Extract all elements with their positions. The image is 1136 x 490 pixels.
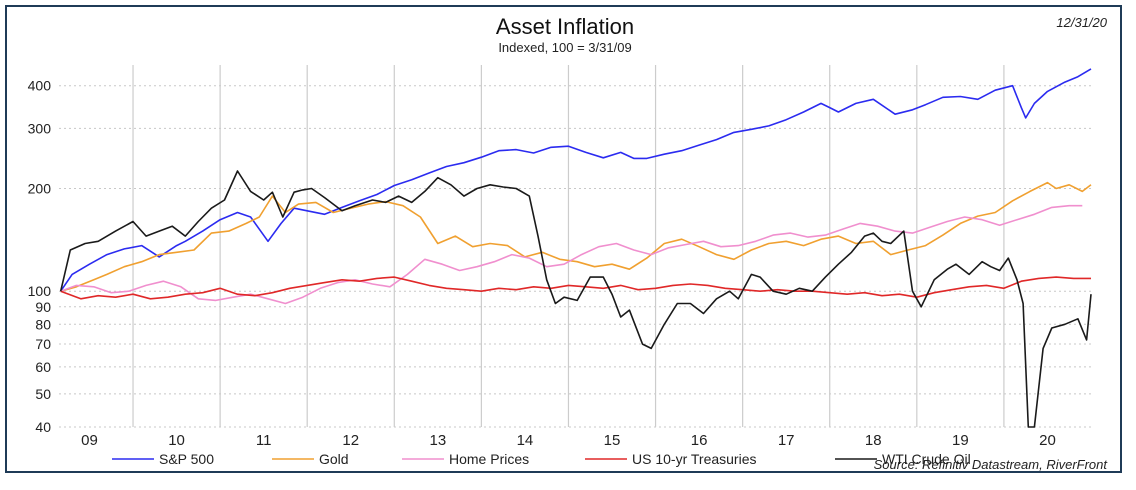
x-tick-label: 09 (81, 432, 98, 449)
chart-title: Asset Inflation (496, 14, 634, 39)
x-axis-ticks: 09 10 11 12 13 14 15 16 17 18 19 20 (81, 432, 1056, 449)
x-tick-label: 17 (778, 432, 795, 449)
legend-label: Gold (319, 451, 349, 467)
x-tick-label: 15 (604, 432, 621, 449)
chart-subtitle: Indexed, 100 = 3/31/09 (498, 40, 631, 55)
x-tick-label: 20 (1039, 432, 1056, 449)
y-tick-label: 400 (28, 78, 52, 94)
x-tick-label: 12 (342, 432, 359, 449)
legend: S&P 500 Gold Home Prices US 10-yr Treasurie… (112, 451, 971, 467)
x-tick-label: 14 (517, 432, 534, 449)
y-tick-label: 200 (28, 180, 52, 196)
x-tick-label: 19 (952, 432, 969, 449)
series-line-s-p-500 (60, 68, 1092, 292)
legend-label: US 10-yr Treasuries (632, 451, 756, 467)
gridlines (59, 65, 1091, 428)
x-tick-label: 18 (865, 432, 882, 449)
series-line-wti-crude-oil (59, 170, 1092, 428)
x-tick-label: 11 (256, 432, 272, 449)
y-tick-label: 70 (35, 336, 51, 352)
y-tick-label: 300 (28, 120, 52, 136)
y-tick-label: 40 (35, 419, 51, 435)
chart-frame: Asset Inflation Indexed, 100 = 3/31/09 1… (5, 5, 1122, 473)
x-tick-label: 10 (168, 432, 185, 449)
date-label: 12/31/20 (1056, 15, 1107, 30)
y-tick-label: 90 (35, 299, 51, 315)
y-tick-label: 80 (35, 316, 51, 332)
y-tick-label: 100 (28, 283, 52, 299)
legend-label: Home Prices (449, 451, 529, 467)
source-note: Source: Refinitiv Datastream, RiverFront (874, 457, 1109, 472)
y-tick-label: 60 (35, 359, 51, 375)
x-tick-label: 16 (691, 432, 708, 449)
series-line-home-prices (60, 204, 1083, 305)
y-tick-label: 50 (35, 386, 51, 402)
legend-label: S&P 500 (159, 451, 214, 467)
series-line-us-10-yr-treasuries (60, 276, 1091, 300)
series-line-gold (60, 181, 1092, 292)
chart: Asset Inflation Indexed, 100 = 3/31/09 1… (28, 14, 1109, 472)
legend-label: WTI Crude Oil (882, 451, 971, 467)
x-tick-label: 13 (429, 432, 446, 449)
series-lines (59, 68, 1092, 428)
